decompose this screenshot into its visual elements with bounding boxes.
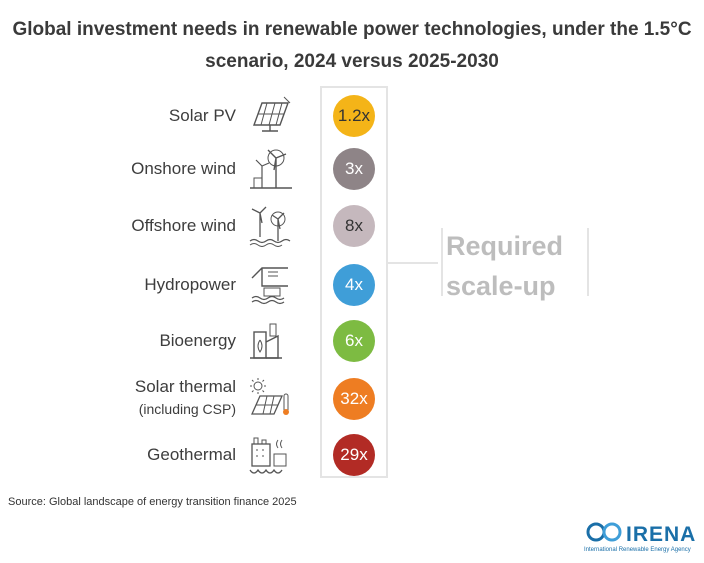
offshore-wind-icon: [249, 206, 291, 247]
row-label: Solar PV: [168, 106, 236, 125]
multiplier-badge: 6x: [333, 320, 375, 362]
row-sublabel: (including CSP): [138, 401, 236, 417]
solar-panel-icon: [253, 96, 291, 132]
source-note: Source: Global landscape of energy trans…: [8, 496, 297, 508]
geothermal-icon: [249, 437, 287, 474]
multiplier-badge: 4x: [333, 264, 375, 306]
multiplier-badge: 8x: [333, 205, 375, 247]
logo-wordmark: IRENA: [626, 523, 697, 546]
solar-thermal-icon: [250, 378, 289, 415]
multiplier-badge: 1.2x: [333, 95, 375, 137]
chart-title: Global investment needs in renewable pow…: [12, 19, 692, 72]
required-scale-up-label: Required scale-up: [446, 231, 564, 301]
irena-logo-icon: [586, 522, 622, 542]
multiplier-badge: 3x: [333, 148, 375, 190]
row-label: Solar thermal: [134, 377, 236, 396]
bioenergy-icon: [250, 323, 282, 359]
multiplier-badge: 29x: [333, 434, 375, 476]
row-label: Geothermal: [147, 445, 236, 464]
onshore-wind-icon: [250, 149, 292, 189]
hydropower-icon: [251, 267, 288, 305]
row-label: Offshore wind: [131, 216, 236, 235]
row-label: Bioenergy: [159, 331, 236, 350]
multiplier-badge: 32x: [333, 378, 375, 420]
row-label: Onshore wind: [131, 159, 236, 178]
multiplier-column-frame: [320, 86, 388, 478]
row-label: Hydropower: [144, 275, 236, 294]
logo-subtitle: International Renewable Energy Agency: [584, 547, 691, 553]
